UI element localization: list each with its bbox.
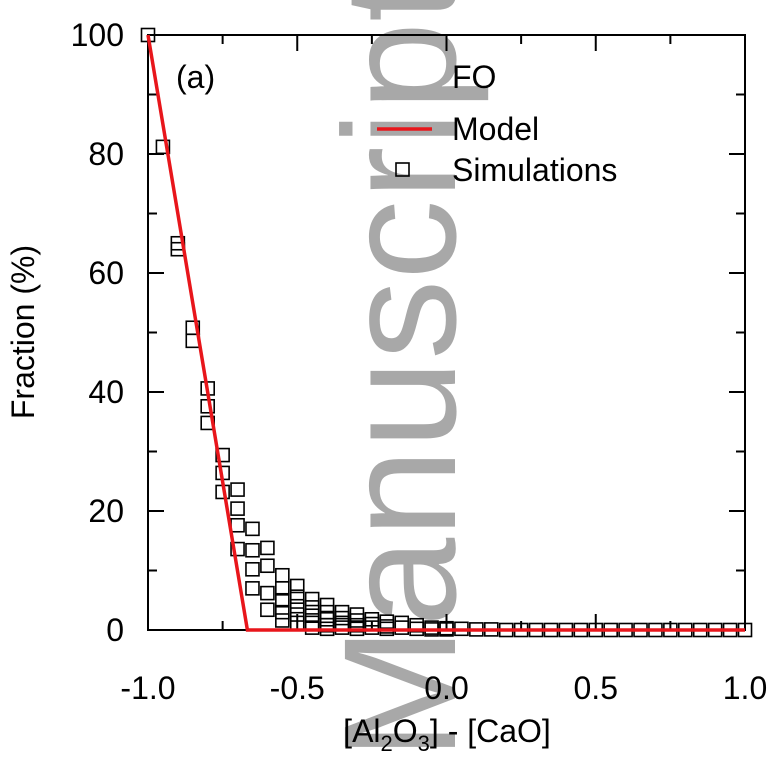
y-tick-label: 60 xyxy=(88,255,124,291)
x-label-sub-2: 3 xyxy=(418,731,430,756)
y-axis-label: Fraction (%) xyxy=(5,245,41,419)
x-axis-tick-labels: -1.0 -0.5 0.0 0.5 1.0 xyxy=(120,670,767,706)
simulation-point xyxy=(245,562,260,577)
x-label-sub-1: 2 xyxy=(381,731,393,756)
simulation-point xyxy=(364,620,380,635)
x-axis-label: [Al2O3] - [CaO] xyxy=(343,713,551,756)
x-label-part-3: ] - [CaO] xyxy=(430,713,551,749)
x-label-part-1: [Al xyxy=(343,713,380,749)
simulation-point xyxy=(275,567,290,583)
simulation-point xyxy=(230,517,245,533)
x-tick-label: -0.5 xyxy=(270,670,325,706)
simulation-point xyxy=(289,589,305,604)
y-axis-tick-labels: 0 20 40 60 80 100 xyxy=(71,17,124,648)
x-tick-label: -1.0 xyxy=(120,670,175,706)
simulation-point xyxy=(230,482,245,497)
simulation-point xyxy=(275,613,290,628)
simulation-point xyxy=(275,604,290,620)
simulation-point xyxy=(245,521,260,537)
simulation-point xyxy=(304,620,320,635)
simulation-point xyxy=(260,602,275,618)
model-line xyxy=(146,34,745,632)
simulation-point xyxy=(230,541,245,557)
simulation-point xyxy=(304,591,320,607)
y-tick-label: 40 xyxy=(88,374,124,410)
simulation-point xyxy=(260,558,275,574)
simulation-point xyxy=(289,578,305,594)
legend-model-label: Model xyxy=(452,111,539,147)
simulation-point xyxy=(215,447,230,463)
legend-title: FO xyxy=(452,59,496,95)
legend-simulations-label: Simulations xyxy=(452,152,617,188)
panel-label: (a) xyxy=(176,59,215,95)
simulation-point xyxy=(260,585,275,601)
simulation-point xyxy=(245,581,260,596)
legend: Model Simulations xyxy=(377,111,617,188)
simulation-point xyxy=(155,139,171,155)
simulation-point xyxy=(245,542,260,558)
simulation-point xyxy=(394,620,410,635)
y-tick-label: 20 xyxy=(88,493,124,529)
y-tick-label: 80 xyxy=(88,136,124,172)
y-tick-label: 0 xyxy=(106,612,124,648)
simulation-point xyxy=(304,600,320,615)
x-tick-label: 1.0 xyxy=(723,670,767,706)
simulation-point xyxy=(275,592,290,608)
simulation-point xyxy=(334,620,350,635)
x-tick-label: 0.0 xyxy=(424,670,468,706)
simulation-point xyxy=(289,598,305,614)
simulation-point xyxy=(289,607,305,622)
x-label-part-2: O xyxy=(393,713,418,749)
simulation-point xyxy=(275,581,290,596)
simulation-point xyxy=(260,540,275,556)
simulation-point xyxy=(230,501,245,516)
legend-simulations-swatch xyxy=(395,162,410,177)
x-tick-label: 0.5 xyxy=(574,670,618,706)
y-tick-label: 100 xyxy=(71,17,124,53)
